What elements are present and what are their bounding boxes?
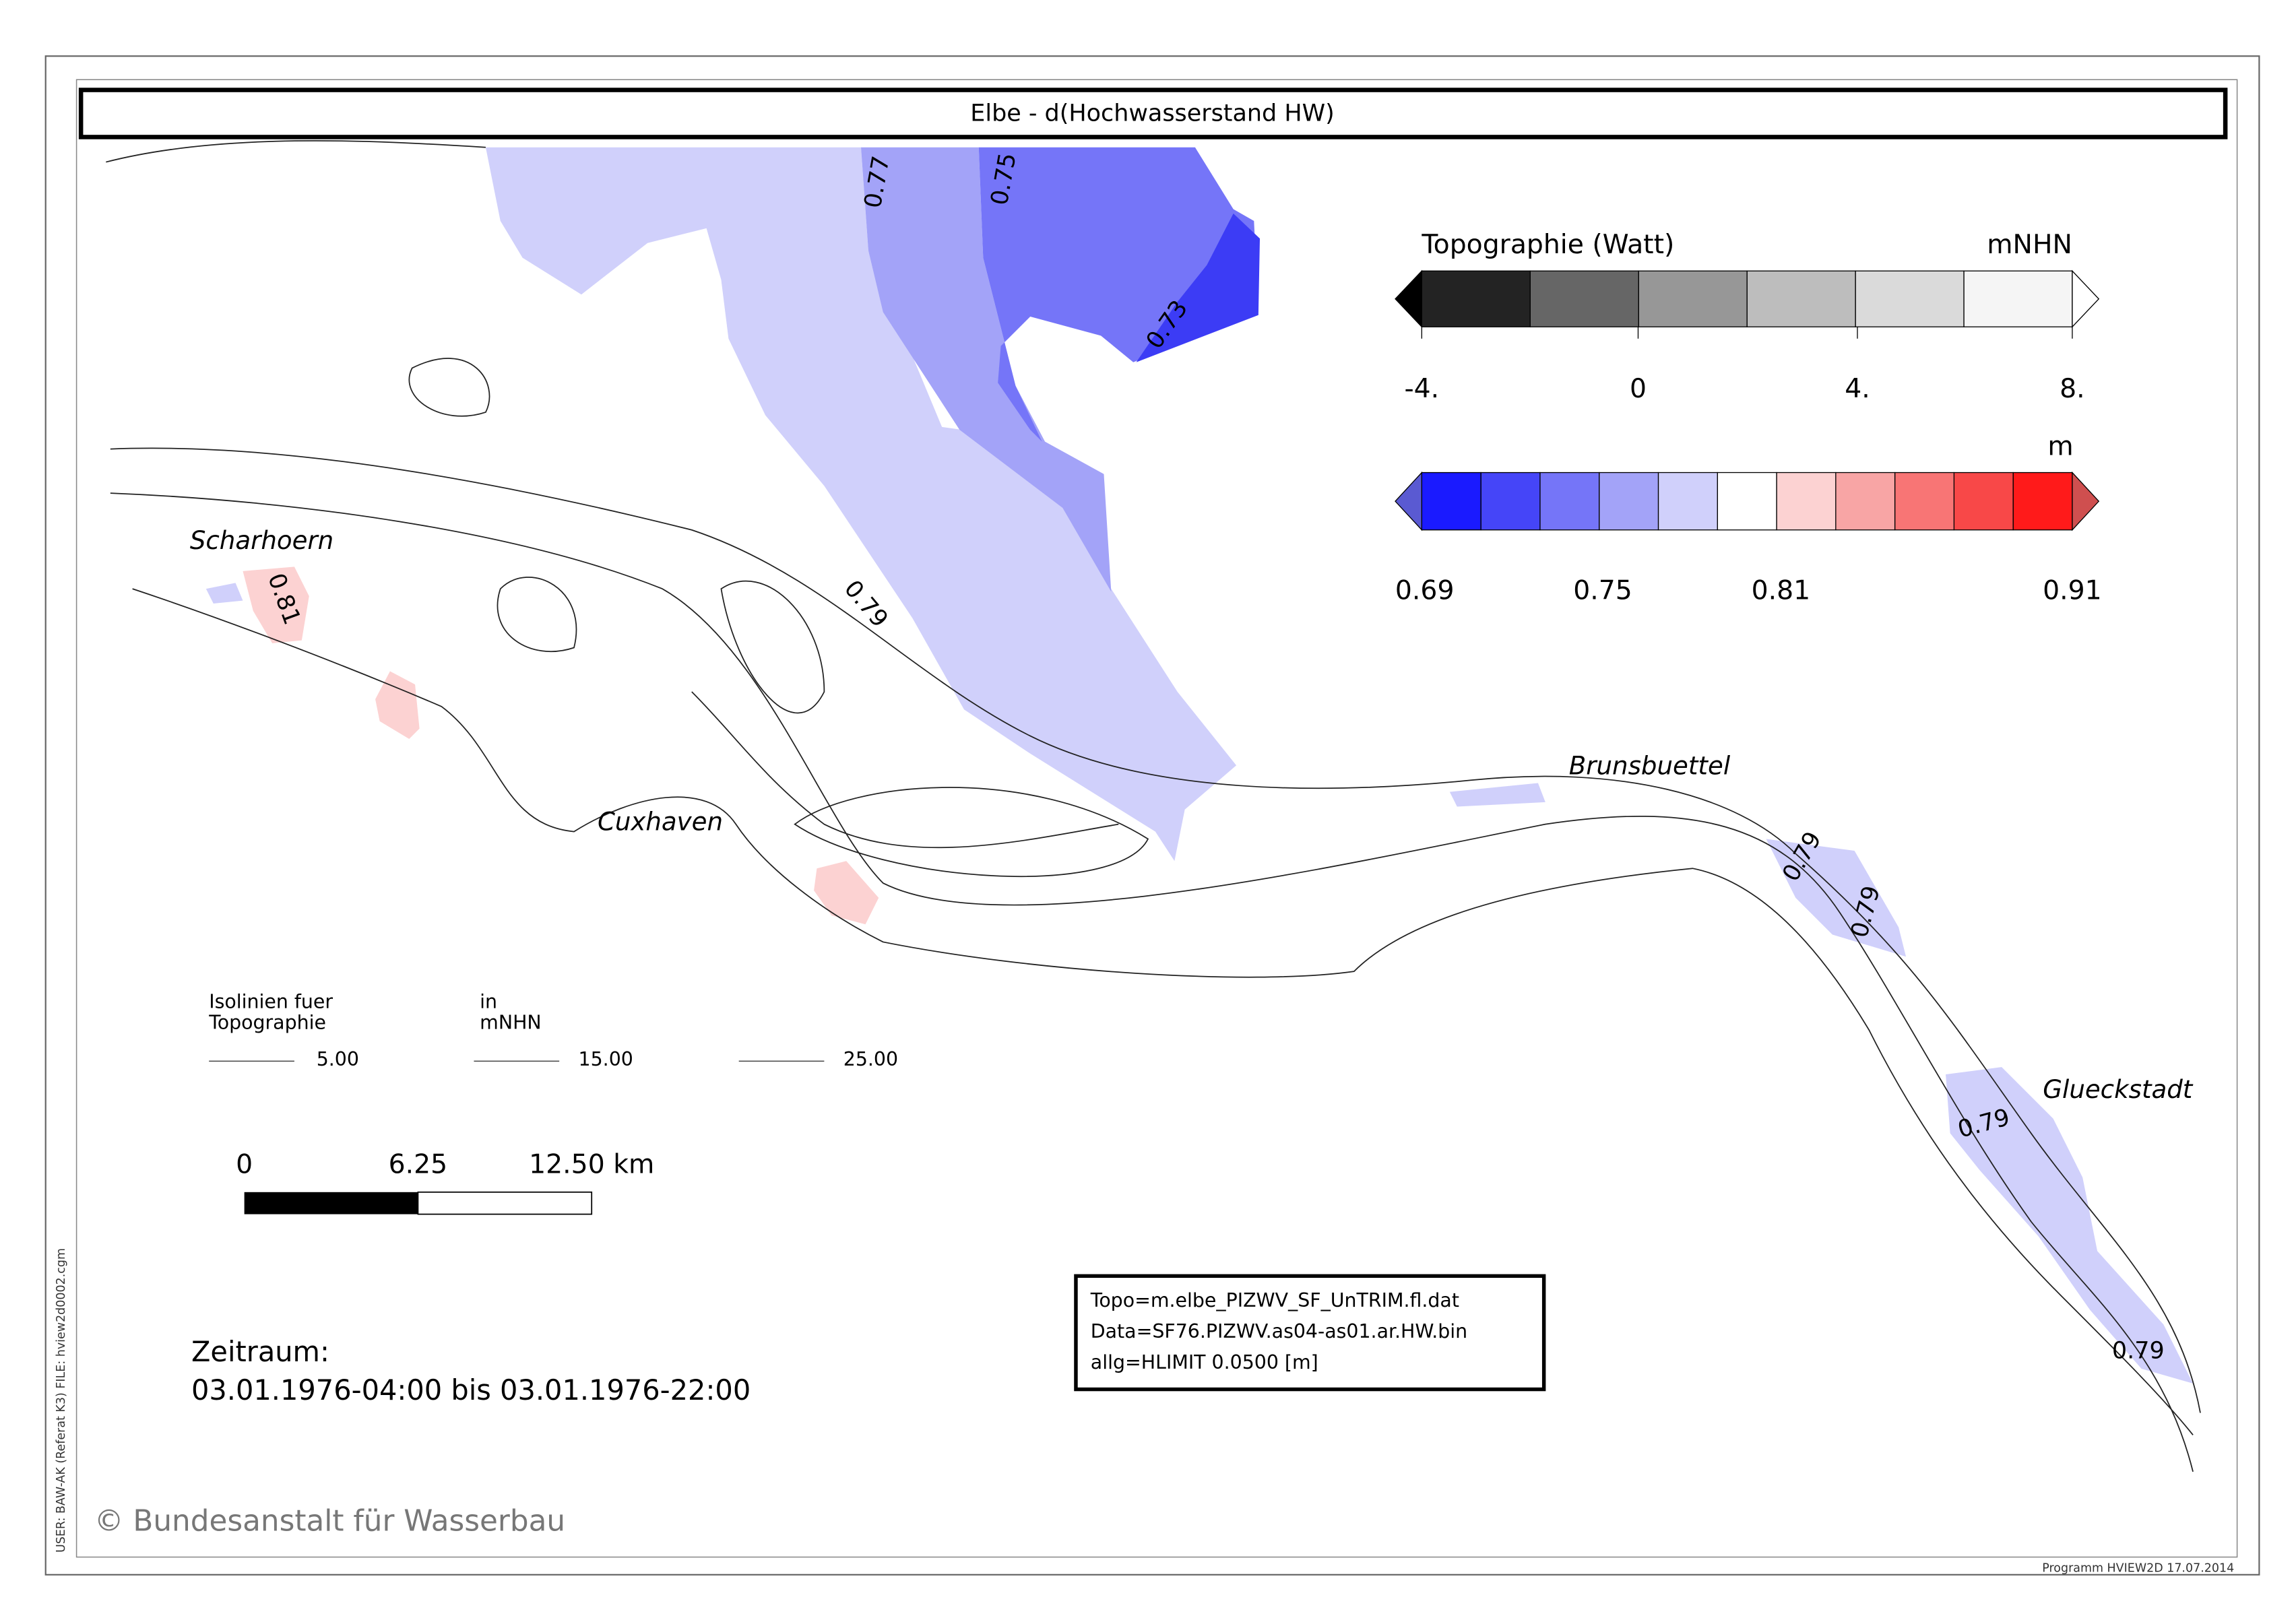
- info-line: Topo=m.elbe_PIZWV_SF_UnTRIM.fl.dat: [1090, 1289, 1459, 1311]
- area-081-cuxhaven: [814, 861, 879, 925]
- copyright: © Bundesanstalt für Wasserbau: [94, 1503, 565, 1538]
- coast-line: [110, 447, 2201, 1413]
- legend-unit: m: [2047, 431, 2073, 461]
- contour-label: 0.79: [2112, 1338, 2165, 1365]
- sandbank: [720, 580, 825, 714]
- colorbar-cell: [1480, 472, 1541, 531]
- legend-tick-label: 0.91: [2043, 575, 2102, 606]
- place-name: Glueckstadt: [2043, 1075, 2194, 1104]
- area-077: [861, 147, 1112, 592]
- isoline-title: Isolinien fuer: [209, 991, 333, 1013]
- side-text: USER: BAW-AK (Referat K3) FILE: hview2d0…: [55, 1248, 68, 1553]
- coastlines: [106, 140, 2201, 1472]
- colorbar-cell: [1539, 472, 1600, 531]
- colorbar-cell: [1529, 270, 1639, 327]
- colorbar-cell: [1421, 270, 1531, 327]
- area-075: [978, 147, 1258, 442]
- area-079-west: [205, 583, 243, 604]
- colorbar-cell: [1638, 270, 1748, 327]
- isoline-legend: Isolinien fuer Topographie in mNHN 5.00 …: [208, 991, 898, 1070]
- topography-legend: Topographie (Watt) mNHN -4. 0 4. 8.: [1395, 230, 2100, 404]
- area-073: [1136, 214, 1261, 362]
- colorbar-cell: [1963, 270, 2073, 327]
- area-079: [485, 147, 1237, 862]
- place-name: Scharhoern: [190, 526, 333, 555]
- place-name: Cuxhaven: [598, 807, 723, 836]
- footer: Programm HVIEW2D 17.07.2014: [2042, 1561, 2234, 1575]
- period-label: Zeitraum:: [191, 1335, 329, 1368]
- isoline-level: 25.00: [843, 1048, 898, 1070]
- scale-label: 12.50 km: [529, 1149, 654, 1179]
- colorbar-cell: [1855, 270, 1965, 327]
- colorbar-under: [1395, 471, 1422, 531]
- info-line: Data=SF76.PIZWV.as04-as01.ar.HW.bin: [1091, 1320, 1467, 1342]
- legend-tick-label: 0.81: [1752, 575, 1811, 606]
- colorbar-cell: [1421, 472, 1481, 531]
- coast-line: [132, 588, 2194, 1435]
- legend-title: Topographie (Watt): [1421, 230, 1674, 260]
- place-name: Brunsbuettel: [1569, 751, 1731, 780]
- colorbar-cell: [1657, 472, 1718, 531]
- legend-unit: mNHN: [1987, 230, 2072, 260]
- isoline-in: in: [480, 991, 497, 1013]
- legend-tick-label: 0.75: [1573, 575, 1632, 606]
- sandbank: [794, 787, 1149, 878]
- contour-label: 0.79: [839, 575, 893, 632]
- contour-labels: 0.77 0.75 0.73 0.79 0.81 0.79 0.79 0.79 …: [262, 151, 2165, 1365]
- coast-line: [106, 140, 486, 163]
- scale-bar: 0 6.25 12.50 km: [236, 1149, 654, 1215]
- outer-frame: [44, 55, 2260, 1576]
- colorbar-cell: [2012, 472, 2073, 531]
- legend-tick-label: -4.: [1404, 374, 1439, 404]
- area-081-scharhoern: [243, 566, 309, 643]
- place-names: Scharhoern Cuxhaven Brunsbuettel Gluecks…: [190, 526, 2194, 1104]
- title: Elbe - d(Hochwasserstand HW): [970, 100, 1335, 127]
- scale-label: 6.25: [389, 1149, 448, 1179]
- info-line: allg=HLIMIT 0.0500 [m]: [1091, 1351, 1318, 1373]
- legend-tick-label: 8.: [2060, 374, 2085, 404]
- colorbar-cell: [1953, 472, 2014, 531]
- area-081-patch: [375, 671, 420, 739]
- colorbar-cell: [1746, 270, 1856, 327]
- isoline-level: 5.00: [317, 1048, 359, 1070]
- scale-segment: [244, 1192, 418, 1214]
- water-level-field: [205, 147, 2194, 1384]
- isoline-unit: mNHN: [480, 1011, 541, 1033]
- colorbar-cell: [1599, 472, 1659, 531]
- inner-frame: [75, 79, 2238, 1558]
- title-box: [78, 88, 2228, 139]
- area-079-brunsbuettel: [1449, 783, 1545, 807]
- colorbar-over: [2072, 269, 2100, 328]
- colorbar-over: [2072, 471, 2100, 531]
- isoline-title: Topographie: [208, 1011, 326, 1033]
- legend-tick-label: 0: [1630, 374, 1647, 404]
- legend-tick-label: 0.69: [1395, 575, 1455, 606]
- colorbar-cell: [1776, 472, 1837, 531]
- colorbar-under: [1395, 269, 1422, 328]
- period-range: 03.01.1976-04:00 bis 03.01.1976-22:00: [191, 1373, 751, 1406]
- info-box: [1074, 1274, 1546, 1392]
- sandbank: [497, 577, 577, 652]
- scale-segment: [417, 1191, 593, 1215]
- colorbar-cell: [1835, 472, 1896, 531]
- sandbank: [408, 358, 490, 417]
- colorbar-cell: [1717, 472, 1777, 531]
- coast-line: [110, 492, 2194, 1472]
- difference-legend: m 0.69 0.75 0.81 0.91: [1395, 431, 2102, 606]
- scale-label: 0: [236, 1149, 253, 1179]
- coast-line: [691, 691, 1119, 849]
- colorbar-cell: [1894, 472, 1955, 531]
- isoline-level: 15.00: [579, 1048, 633, 1070]
- area-079-river-2: [1946, 1067, 2194, 1384]
- legend-tick-label: 4.: [1845, 374, 1870, 404]
